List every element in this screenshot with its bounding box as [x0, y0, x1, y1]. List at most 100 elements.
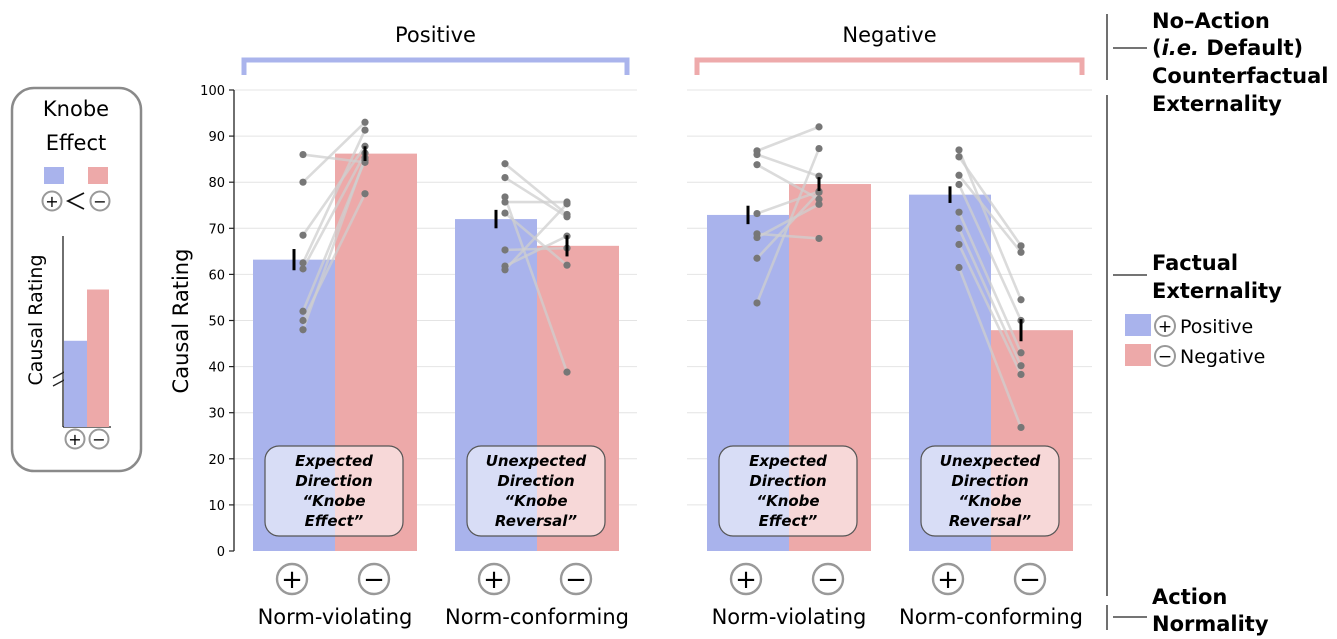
minus-circle-icon-5 [811, 562, 845, 596]
participant-line-3-2 [957, 174, 1023, 254]
participant-dot-0-7-b [361, 126, 369, 134]
legend-symbol-0: + [1158, 317, 1172, 337]
inset-minus-circle-icon [89, 190, 111, 212]
participant-dot-1-4-b [563, 261, 571, 269]
annotation-frame-3 [920, 445, 1060, 537]
y-tick-label-0: 0 [217, 545, 225, 560]
inset-title-line-1: Knobe [43, 97, 109, 121]
participant-dot-2-1-a [753, 150, 761, 159]
inset-minus-symbol: − [93, 192, 106, 211]
participant-dot-3-3-a [955, 180, 963, 189]
participant-dot-2-5-b [815, 200, 823, 208]
annotation-frame-1 [466, 445, 606, 537]
plus-symbol-6: + [937, 565, 959, 595]
plus-symbol-4: + [735, 565, 757, 595]
inset-bar-negative [87, 289, 109, 427]
participant-dot-2-2-a [753, 161, 761, 169]
participant-line-2-3 [756, 190, 820, 215]
participant-line-3-6 [957, 243, 1023, 375]
category-label-1: Norm-conforming [445, 605, 629, 629]
plus-circle-icon-0 [275, 562, 309, 596]
participant-dot-2-6-a [753, 254, 761, 262]
participant-dot-3-0-b [1017, 296, 1025, 304]
participant-dot-2-5-a [753, 233, 761, 242]
y-tick-label-50: 50 [208, 315, 225, 330]
minus-symbol-1: − [363, 565, 385, 595]
minus-circle-icon-legend [1154, 345, 1176, 367]
annotation-text-3-1: Direction [951, 472, 1028, 490]
inset-axis-minus-circle-icon [88, 428, 110, 450]
annotation-frame-0 [264, 445, 404, 537]
annotation-text-3-0: Unexpected [940, 452, 1041, 470]
y-tick-label-30: 30 [208, 407, 225, 422]
annotation-text-2-3: Effect” [759, 512, 818, 530]
participant-dot-2-1-b [815, 172, 823, 180]
x-axis: + − + − + − + − Norm-violating Norm-conforming Nor… [258, 562, 1083, 629]
annotation-box-1: Unexpected Direction “Knobe Reversal” [466, 445, 606, 537]
less-than-icon [65, 192, 85, 210]
participant-lines [301, 121, 1023, 428]
action-label-line-1: Action [1152, 585, 1227, 609]
annotation-text-1-3: Reversal” [495, 512, 578, 530]
inset-swatch-negative [88, 167, 108, 184]
participant-dot-3-2-a [955, 171, 963, 179]
counterfactual-label-line-4: Externality [1152, 92, 1282, 116]
legend-label-0: Positive [1180, 316, 1253, 338]
minus-circle-icon-1 [357, 562, 391, 596]
participant-dot-3-5-a [955, 224, 963, 232]
participant-dot-3-6-b [1017, 370, 1025, 379]
group-header-0: Positive [395, 23, 476, 47]
right-labels: No–Action (i.e. Default) Counterfactual … [1106, 9, 1329, 636]
participant-dot-1-7-a [501, 266, 509, 274]
annotation-boxes: Expected Direction “Knobe Effect” Unexpected… [264, 445, 1060, 537]
category-label-0: Norm-violating [258, 605, 413, 629]
participant-dots [299, 118, 1025, 432]
inset-axis-plus-circle-icon [64, 428, 86, 450]
annotation-text-2-2: “Knobe [756, 492, 819, 510]
participant-line-3-0 [957, 149, 1023, 301]
participant-line-0-3 [301, 152, 367, 270]
participant-line-1-6 [504, 234, 568, 268]
participant-dot-1-0-a [501, 160, 509, 168]
inset-axis-minus-symbol: − [92, 430, 105, 449]
annotation-box-2: Expected Direction “Knobe Effect” [718, 445, 858, 537]
participant-dot-0-1-b [361, 118, 369, 126]
participant-dot-3-4-b [1017, 349, 1025, 357]
category-label-2: Norm-violating [712, 605, 867, 629]
participant-dot-1-1-b [563, 213, 571, 221]
annotation-text-3-2: “Knobe [958, 492, 1021, 510]
legend-label-1: Negative [1180, 346, 1265, 368]
counterfactual-label-line-1: No–Action [1152, 9, 1270, 33]
error-bars [292, 146, 1023, 342]
minus-symbol-7: − [1019, 565, 1041, 595]
y-axis-ticks: 0 10 20 30 40 50 60 70 80 90 100 [200, 84, 234, 560]
inset-plus-circle-icon [41, 190, 63, 212]
category-label-3: Norm-conforming [899, 605, 1083, 629]
inset-y-axis-label: Causal Rating [25, 254, 47, 385]
participant-dot-0-5-b [361, 190, 369, 198]
participant-dot-0-0-a [299, 150, 307, 159]
participant-line-0-1 [302, 121, 366, 184]
participant-dot-1-7-b [563, 200, 571, 208]
legend-swatch-0 [1125, 314, 1151, 336]
minus-symbol-3: − [565, 565, 587, 595]
participant-line-1-4 [504, 212, 568, 267]
legend: + Positive− Negative [1125, 314, 1265, 368]
participant-dot-3-2-b [1017, 248, 1025, 256]
plus-circle-icon-2 [477, 562, 511, 596]
participant-dot-3-1-b [1017, 242, 1025, 250]
plus-circle-icon-legend [1154, 315, 1176, 337]
participant-dot-0-2-a [299, 231, 307, 239]
participant-dot-2-2-b [815, 195, 823, 203]
participant-dot-3-7-a [955, 263, 963, 272]
annotation-box-3: Unexpected Direction “Knobe Reversal” [920, 445, 1060, 537]
annotation-text-0-3: Effect” [305, 512, 364, 530]
y-tick-label-100: 100 [200, 84, 225, 99]
y-tick-label-70: 70 [208, 222, 225, 237]
participant-dot-2-4-b [815, 234, 823, 243]
participant-dot-1-5-a [501, 246, 509, 254]
y-tick-label-60: 60 [208, 268, 225, 283]
annotation-text-2-1: Direction [749, 472, 826, 490]
inset-axis-plus-symbol: + [68, 430, 81, 449]
y-tick-label-10: 10 [208, 499, 225, 514]
